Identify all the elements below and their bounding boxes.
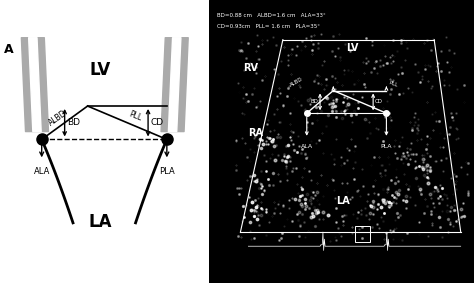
Text: LV: LV bbox=[346, 43, 359, 53]
Text: LA: LA bbox=[336, 196, 350, 206]
Text: PLL: PLL bbox=[128, 110, 143, 123]
Text: PLA: PLA bbox=[159, 166, 175, 175]
Text: B: B bbox=[214, 7, 223, 20]
Text: CD: CD bbox=[150, 118, 163, 127]
Text: BD: BD bbox=[311, 99, 319, 104]
Text: RA: RA bbox=[248, 128, 264, 138]
Text: ALA: ALA bbox=[34, 166, 50, 175]
Text: LA: LA bbox=[88, 213, 112, 231]
Text: ALBD: ALBD bbox=[47, 109, 69, 128]
Text: LV: LV bbox=[90, 61, 111, 79]
Text: RV: RV bbox=[243, 63, 258, 73]
Text: PLL: PLL bbox=[388, 80, 398, 88]
Text: A: A bbox=[4, 44, 14, 57]
Text: PLA: PLA bbox=[381, 144, 392, 149]
Text: BD=0.88 cm   ALBD=1.6 cm   ALA=33°: BD=0.88 cm ALBD=1.6 cm ALA=33° bbox=[217, 13, 325, 18]
Text: ALBD: ALBD bbox=[289, 76, 304, 88]
Text: CD: CD bbox=[374, 99, 383, 104]
Text: ALA: ALA bbox=[301, 144, 313, 149]
Bar bbox=[355, 226, 371, 242]
Text: CD=0.93cm   PLL= 1.6 cm   PLA=35°: CD=0.93cm PLL= 1.6 cm PLA=35° bbox=[217, 24, 319, 29]
Text: BD: BD bbox=[67, 118, 80, 127]
